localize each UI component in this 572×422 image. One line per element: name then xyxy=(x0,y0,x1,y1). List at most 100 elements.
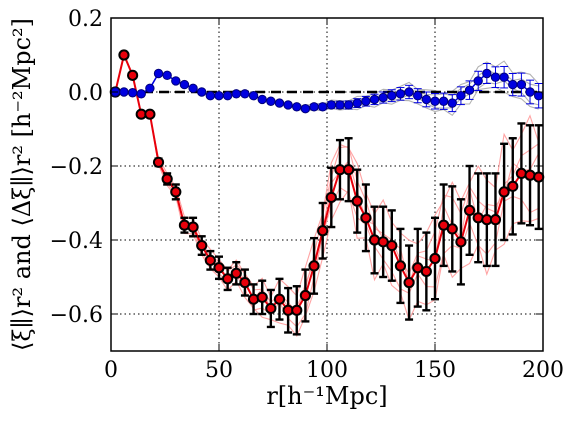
data-point xyxy=(231,89,241,99)
data-point xyxy=(335,100,345,110)
red-series xyxy=(109,49,545,336)
data-point xyxy=(291,304,303,316)
y-tick-label: 0.0 xyxy=(68,81,103,106)
data-point xyxy=(369,94,380,105)
data-point xyxy=(292,102,302,112)
data-point xyxy=(230,267,242,279)
data-point xyxy=(239,276,251,289)
data-point xyxy=(204,254,216,266)
data-point xyxy=(386,239,398,252)
data-point xyxy=(309,102,319,112)
data-point xyxy=(222,91,233,101)
data-point xyxy=(317,102,328,112)
data-point xyxy=(420,265,432,278)
data-point xyxy=(127,88,138,98)
data-point xyxy=(317,225,329,237)
data-point xyxy=(464,85,475,95)
x-axis-title: r[h⁻¹Mpc] xyxy=(266,382,387,410)
data-point xyxy=(205,91,216,101)
data-point xyxy=(473,76,483,86)
data-point xyxy=(308,260,320,272)
data-point xyxy=(404,87,414,97)
data-point xyxy=(265,302,277,315)
data-point xyxy=(161,173,173,185)
data-point xyxy=(152,156,165,168)
data-point xyxy=(456,91,466,101)
x-tick-label: 0 xyxy=(104,358,118,383)
data-point xyxy=(343,164,355,176)
x-tick-label: 200 xyxy=(522,358,564,383)
data-point xyxy=(196,239,208,252)
data-point xyxy=(325,191,337,204)
data-point xyxy=(118,49,130,61)
data-point xyxy=(395,89,406,99)
data-point xyxy=(360,212,372,224)
data-point xyxy=(378,92,388,103)
data-point xyxy=(343,100,354,110)
data-point xyxy=(119,87,129,97)
data-point xyxy=(387,91,397,101)
data-point xyxy=(525,87,535,97)
data-point xyxy=(508,79,518,90)
data-point xyxy=(300,103,311,114)
data-point xyxy=(273,293,286,305)
data-point xyxy=(403,276,415,289)
data-point xyxy=(394,260,407,272)
data-point xyxy=(489,214,502,226)
data-point xyxy=(507,180,519,192)
data-point xyxy=(446,223,458,235)
tick-labels: 0 50 100 150 200 0.2 0.0 −0.2 −0.4 −0.6 xyxy=(50,7,564,383)
data-point xyxy=(430,96,440,106)
data-point xyxy=(490,72,501,82)
data-point xyxy=(463,204,476,216)
x-tick-label: 100 xyxy=(306,358,348,383)
data-point xyxy=(438,96,449,106)
data-point xyxy=(145,83,155,94)
data-point xyxy=(171,76,181,86)
x-tick-label: 150 xyxy=(414,358,456,383)
data-point xyxy=(299,289,311,302)
y-tick-label: −0.6 xyxy=(50,303,103,328)
data-point xyxy=(127,69,139,81)
data-point xyxy=(266,96,276,106)
y-tick-label: 0.2 xyxy=(68,7,103,32)
data-point xyxy=(482,68,492,79)
data-point xyxy=(213,262,225,274)
data-point xyxy=(326,100,337,110)
ticks xyxy=(110,17,544,351)
data-series xyxy=(109,49,545,336)
data-point xyxy=(153,68,164,79)
blue-series xyxy=(110,63,544,114)
y-tick-label: −0.4 xyxy=(50,229,103,254)
data-point xyxy=(499,72,509,82)
data-point xyxy=(240,89,250,99)
data-point xyxy=(197,87,207,97)
x-tick-label: 50 xyxy=(205,358,233,383)
data-point xyxy=(283,100,293,110)
data-point xyxy=(187,221,199,233)
data-point xyxy=(352,98,362,108)
data-point xyxy=(447,98,457,108)
data-point xyxy=(516,79,527,90)
data-point xyxy=(136,89,146,99)
data-point xyxy=(222,273,234,285)
data-point xyxy=(248,91,259,101)
data-point xyxy=(413,91,423,101)
data-point xyxy=(455,236,467,248)
data-point xyxy=(170,186,182,198)
data-point xyxy=(179,79,190,90)
data-point xyxy=(188,83,198,94)
data-point xyxy=(162,70,172,81)
data-point xyxy=(361,96,371,106)
data-point xyxy=(256,291,268,303)
data-point xyxy=(498,186,510,198)
data-point xyxy=(533,171,545,183)
data-point xyxy=(351,195,363,207)
data-point xyxy=(533,91,544,101)
data-point xyxy=(429,252,441,265)
data-point xyxy=(421,94,432,105)
data-point xyxy=(144,108,156,120)
y-tick-label: −0.2 xyxy=(50,155,103,180)
data-point xyxy=(274,98,285,108)
